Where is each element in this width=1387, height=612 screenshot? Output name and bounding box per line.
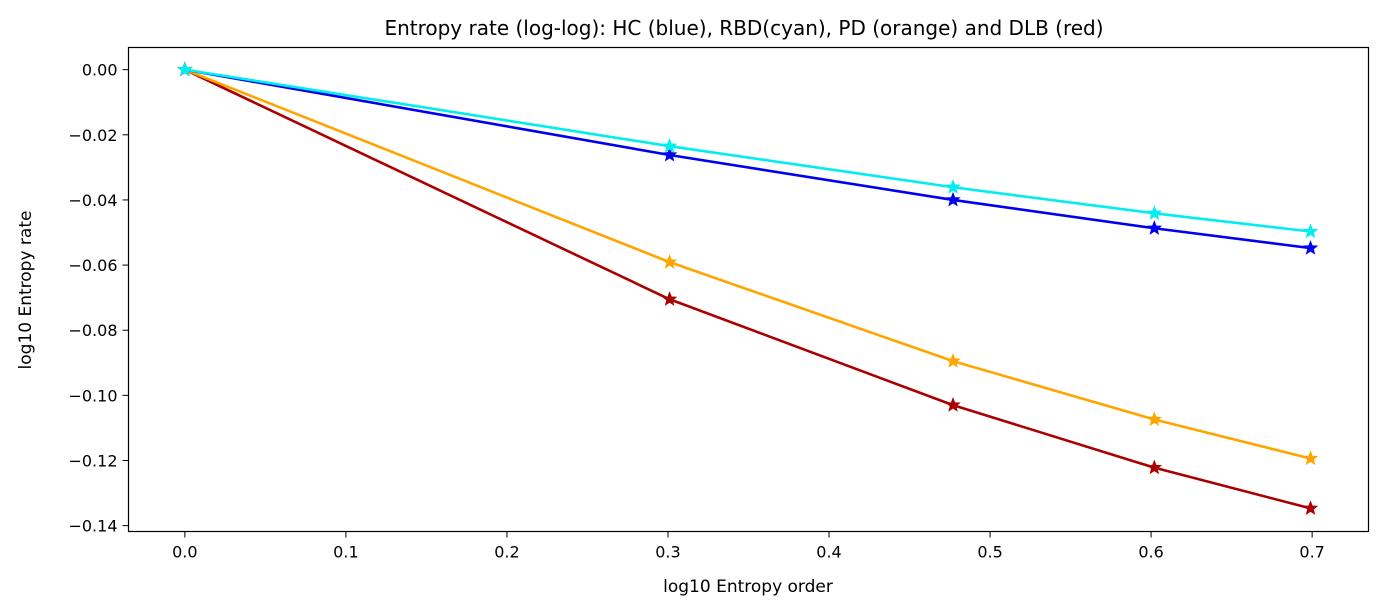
data-point-star xyxy=(1146,220,1163,235)
plot-frame xyxy=(127,46,1370,533)
y-tick-label: 0.00 xyxy=(82,61,118,80)
y-tick-label: −0.02 xyxy=(68,126,117,145)
x-axis-ticks: 0.0 0.1 0.2 0.3 0.4 0.5 0.6 0.7 xyxy=(172,531,1325,562)
x-tick-label: 0.0 xyxy=(172,543,197,562)
y-tick-label: −0.04 xyxy=(68,191,117,210)
data-point-star xyxy=(1146,205,1163,220)
y-axis-ticks: 0.00 −0.02 −0.04 −0.06 −0.08 −0.10 −0.12 −0.14 xyxy=(68,61,129,536)
data-point-star xyxy=(1302,223,1319,239)
y-axis-label: log10 Entropy rate xyxy=(16,211,36,370)
series-line xyxy=(184,68,1311,460)
data-point-star xyxy=(945,191,961,207)
x-tick-label: 0.7 xyxy=(1299,543,1324,562)
data-point-star xyxy=(661,146,678,162)
x-tick-label: 0.4 xyxy=(816,543,841,562)
data-point-star xyxy=(1302,450,1319,466)
x-axis-label: log10 Entropy order xyxy=(663,577,833,597)
y-tick-label: −0.12 xyxy=(68,451,117,470)
data-point-star xyxy=(1302,500,1319,515)
series-1 xyxy=(177,61,1319,466)
data-point-star xyxy=(1146,411,1163,427)
x-tick-label: 0.1 xyxy=(333,543,358,562)
y-tick-label: −0.14 xyxy=(68,517,117,536)
x-tick-label: 0.6 xyxy=(1138,543,1163,562)
y-tick-label: −0.10 xyxy=(68,386,117,405)
data-point-star xyxy=(1146,459,1163,475)
x-tick-label: 0.2 xyxy=(494,543,519,562)
data-point-star xyxy=(661,291,678,306)
data-point-star xyxy=(945,397,961,412)
data-point-star xyxy=(1302,240,1319,255)
x-tick-label: 0.5 xyxy=(977,543,1002,562)
data-point-star xyxy=(177,61,193,77)
series-3 xyxy=(177,61,1319,239)
data-point-star xyxy=(661,254,678,269)
data-point-star xyxy=(661,138,678,153)
data-point-star xyxy=(945,353,961,368)
y-tick-label: −0.06 xyxy=(68,256,117,275)
data-point-star xyxy=(945,179,961,194)
series-layer xyxy=(177,61,1319,515)
y-tick-label: −0.08 xyxy=(68,321,117,340)
x-tick-label: 0.3 xyxy=(655,543,680,562)
chart-title: Entropy rate (log-log): HC (blue), RBD(c… xyxy=(384,16,1103,40)
